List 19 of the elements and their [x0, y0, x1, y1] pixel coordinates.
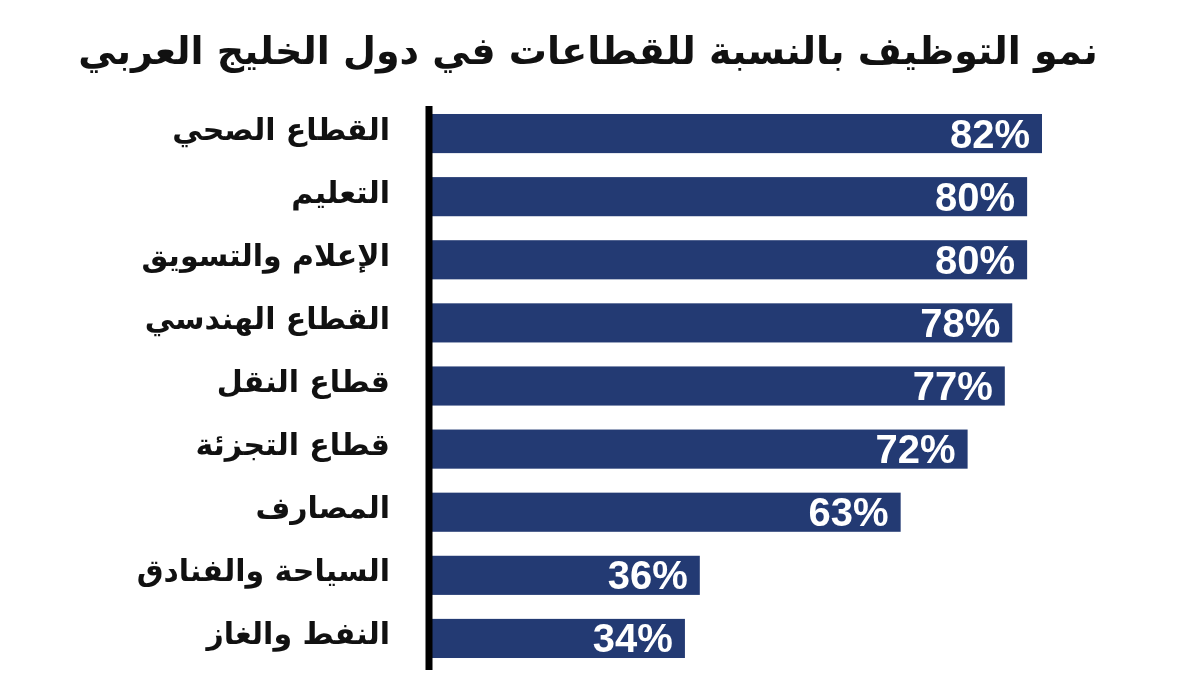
- category-label: القطاع الهندسي: [144, 300, 390, 336]
- category-label: الإعلام والتسويق: [141, 237, 390, 273]
- value-label: 34%: [592, 616, 673, 661]
- category-label: السياحة والفنادق: [136, 553, 390, 589]
- value-label: 80%: [935, 174, 1016, 219]
- category-label: التعليم: [291, 174, 390, 210]
- value-label: 80%: [935, 237, 1016, 282]
- value-label: 72%: [875, 427, 956, 472]
- category-label: النفط والغاز: [206, 616, 390, 652]
- category-label: المصارف: [255, 490, 390, 526]
- value-label: 77%: [912, 364, 993, 408]
- value-label: 63%: [808, 490, 889, 535]
- value-label: 82%: [949, 111, 1030, 156]
- category-label: قطاع التجزئة: [195, 427, 390, 463]
- title: نمو التوظيف بالنسبة للقطاعات في دول الخليج العربي: [78, 29, 1098, 73]
- category-label: قطاع النقل: [216, 364, 390, 399]
- value-label: 78%: [920, 300, 1001, 345]
- value-label: 36%: [607, 553, 688, 598]
- category-label: القطاع الصحي: [172, 111, 390, 147]
